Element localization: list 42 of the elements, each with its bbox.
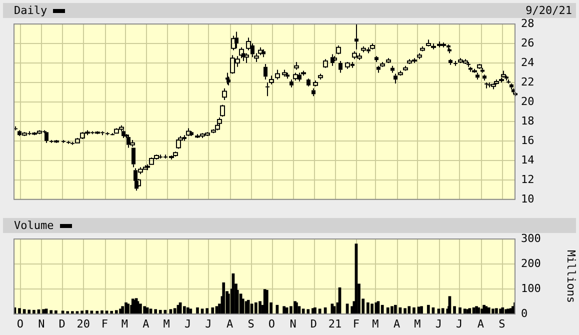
x-tick-label: O (16, 317, 24, 330)
x-tick-label: D (310, 317, 317, 330)
y-tick-label: 0 (521, 306, 528, 320)
x-tick-label: M (372, 317, 380, 330)
x-tick-label: A (226, 317, 234, 330)
y-tick-label: 12 (521, 172, 534, 186)
legend-label: Volume (14, 218, 54, 233)
x-tick-label: M (121, 317, 128, 330)
y-tick-label: 14 (521, 153, 535, 166)
y-tick-label: 22 (521, 75, 534, 88)
x-tick-label: M (414, 317, 422, 330)
y-tick-label: 18 (521, 114, 534, 128)
y-tick-label: 26 (521, 36, 534, 50)
x-tick-label: N (290, 317, 296, 330)
y-tick-label: 10 (521, 192, 534, 206)
x-tick-label: M (163, 317, 170, 330)
x-tick-label: J (435, 317, 442, 330)
y-tick-label: 100 (521, 282, 541, 295)
text: 9/20/21 (526, 3, 572, 18)
x-tick-label: S (248, 317, 254, 330)
x-tick-label: F (101, 317, 108, 330)
x-tick-label: A (142, 317, 150, 330)
y-tick-label: 300 (521, 232, 541, 245)
x-tick-label: A (477, 317, 484, 330)
x-tick-label: F (352, 317, 360, 330)
y-tick-label: 16 (521, 134, 534, 147)
y-tick-label: 28 (521, 16, 534, 30)
x-tick-label: 20 (76, 317, 90, 330)
x-tick-label: D (58, 317, 66, 330)
x-tick-label: N (38, 317, 45, 330)
x-tick-label: 21 (328, 317, 342, 330)
y-axis-title: Millions (564, 250, 578, 303)
x-tick-label: O (268, 317, 276, 330)
x-tick-label: J (456, 317, 463, 330)
y-tick-label: 20 (521, 94, 534, 108)
x-tick-label: S (498, 317, 506, 330)
x-tick-label: J (205, 317, 212, 330)
y-tick-label: 24 (521, 56, 535, 69)
x-tick-label: A (393, 317, 400, 330)
y-tick-label: 200 (521, 256, 541, 270)
x-tick-label: J (184, 317, 192, 330)
legend-label: Daily (14, 3, 48, 18)
